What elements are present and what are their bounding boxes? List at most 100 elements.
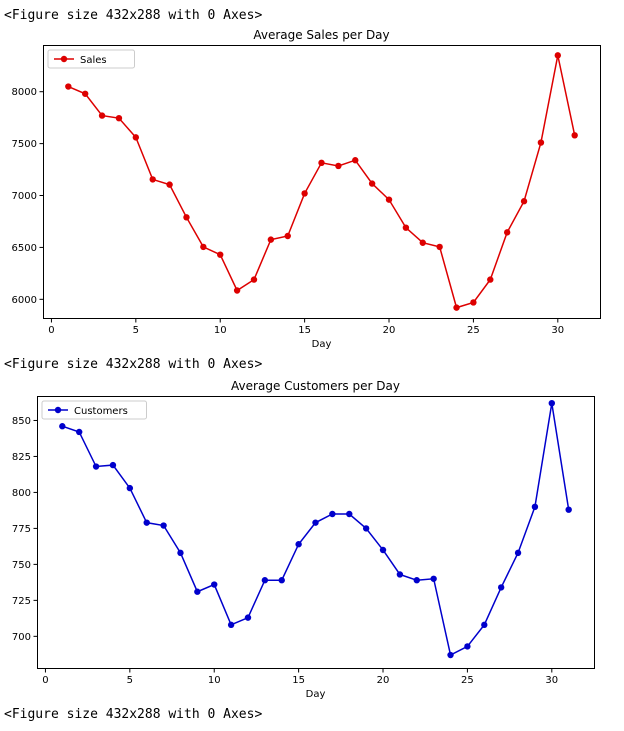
x-tick-label: 15 xyxy=(298,325,311,336)
data-point xyxy=(487,276,494,283)
chart-title: Average Customers per Day xyxy=(231,379,400,393)
legend: Customers xyxy=(41,400,147,420)
y-tick-label: 6000 xyxy=(12,295,37,306)
data-point xyxy=(413,577,420,584)
y-tick-label: 825 xyxy=(12,452,31,463)
y-tick-label: 7500 xyxy=(12,139,37,150)
data-point xyxy=(267,236,275,243)
series-line xyxy=(62,403,570,657)
data-point xyxy=(335,162,342,170)
x-tick-label: 5 xyxy=(133,325,139,336)
y-tick-label: 700 xyxy=(12,632,31,643)
data-point xyxy=(430,575,437,582)
x-tick-label: 0 xyxy=(48,325,54,336)
y-tick-label: 800 xyxy=(12,488,31,499)
data-point xyxy=(233,287,241,294)
data-point xyxy=(217,251,224,258)
data-point xyxy=(301,190,308,197)
x-tick-label: 30 xyxy=(545,675,558,686)
series-line xyxy=(68,55,576,309)
data-point xyxy=(194,588,201,595)
data-point xyxy=(503,229,511,236)
data-point xyxy=(160,522,167,529)
y-tick-label: 7000 xyxy=(12,191,37,202)
data-point xyxy=(98,112,106,119)
y-tick-label: 725 xyxy=(12,596,31,607)
data-point xyxy=(143,519,150,526)
x-tick-label: 25 xyxy=(467,325,480,336)
data-point xyxy=(436,243,443,251)
legend-marker xyxy=(60,55,68,63)
x-axis-label: Day xyxy=(312,339,332,350)
data-point xyxy=(65,83,72,90)
data-point xyxy=(464,643,471,650)
data-point xyxy=(554,52,562,59)
data-point xyxy=(200,243,207,251)
y-tick-label: 6500 xyxy=(12,243,37,254)
figure-output-1: <Figure size 432x288 with 0 Axes> xyxy=(4,8,263,23)
data-point xyxy=(565,506,572,513)
data-point xyxy=(385,196,393,203)
data-point xyxy=(368,180,376,187)
legend-label: Sales xyxy=(80,55,107,66)
x-tick-label: 10 xyxy=(208,675,221,686)
data-point xyxy=(126,484,134,492)
data-point xyxy=(514,549,522,557)
data-point xyxy=(183,214,190,221)
data-point xyxy=(166,181,173,188)
data-point xyxy=(278,577,285,584)
data-point xyxy=(211,581,218,588)
data-point xyxy=(419,239,426,246)
y-tick-label: 850 xyxy=(12,416,31,427)
data-point xyxy=(402,224,410,231)
data-point xyxy=(149,176,156,183)
plot-frame xyxy=(37,396,595,669)
data-point xyxy=(470,299,477,306)
data-point xyxy=(520,198,528,205)
data-point xyxy=(346,510,353,518)
legend-marker xyxy=(54,406,62,414)
data-point xyxy=(250,276,258,283)
data-point xyxy=(537,139,545,146)
x-tick-label: 10 xyxy=(214,325,227,336)
legend: Sales xyxy=(47,49,135,69)
x-tick-label: 5 xyxy=(127,675,133,686)
chart-2: Average Customers per Day 0 5 10 15 20 25 30 700… xyxy=(12,379,595,700)
data-point xyxy=(379,546,387,554)
x-tick-label: 15 xyxy=(292,675,305,686)
data-point xyxy=(396,571,404,578)
y-tick-label: 775 xyxy=(12,524,31,535)
x-axis-label: Day xyxy=(306,689,326,700)
data-point xyxy=(132,134,140,141)
data-point xyxy=(453,304,460,311)
data-point xyxy=(531,503,539,511)
data-point xyxy=(177,549,184,557)
data-point xyxy=(352,157,359,164)
data-point xyxy=(481,621,488,629)
y-tick-label: 8000 xyxy=(12,87,37,98)
chart-1: Average Sales per Day 0 5 10 15 20 25 30 6000 650… xyxy=(12,28,601,350)
data-point xyxy=(261,577,269,584)
legend-box xyxy=(47,49,135,69)
figure-output-2: <Figure size 432x288 with 0 Axes> xyxy=(4,357,263,372)
chart-title: Average Sales per Day xyxy=(253,28,389,42)
x-tick-label: 0 xyxy=(42,675,48,686)
data-point xyxy=(284,232,291,240)
data-point xyxy=(81,90,89,97)
y-tick-label: 750 xyxy=(12,560,31,571)
x-tick-label: 25 xyxy=(461,675,474,686)
data-point xyxy=(312,519,319,526)
plot-frame xyxy=(43,45,601,319)
data-point xyxy=(115,114,123,122)
data-point xyxy=(59,423,66,430)
data-point xyxy=(109,461,117,469)
data-point xyxy=(92,463,100,470)
data-point xyxy=(75,428,83,436)
data-point xyxy=(497,584,505,591)
data-point xyxy=(548,399,556,407)
data-point xyxy=(362,525,370,532)
data-point xyxy=(227,621,235,629)
x-tick-label: 30 xyxy=(551,325,564,336)
x-tick-label: 20 xyxy=(377,675,390,686)
